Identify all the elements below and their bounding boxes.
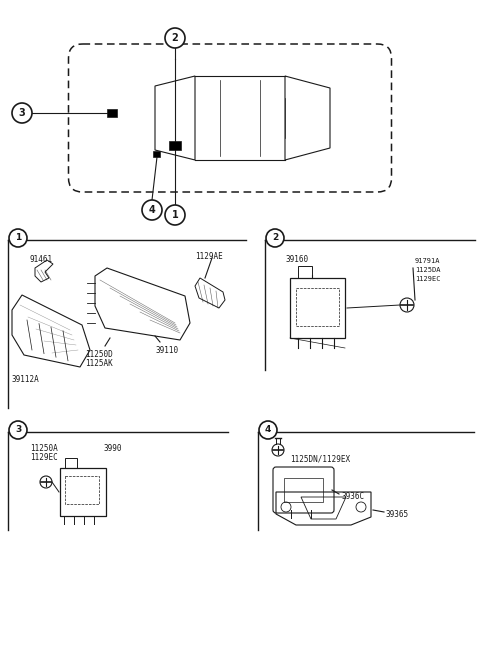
Circle shape: [266, 229, 284, 247]
Bar: [153, 151, 160, 157]
Bar: [284, 478, 323, 502]
Bar: [65, 458, 77, 468]
Text: 39160: 39160: [285, 255, 308, 264]
Bar: [290, 278, 345, 338]
Text: 1: 1: [172, 210, 179, 220]
Text: 4: 4: [265, 426, 271, 434]
Circle shape: [12, 103, 32, 123]
Text: 2: 2: [172, 33, 179, 43]
Circle shape: [259, 421, 277, 439]
Text: 4: 4: [149, 205, 156, 215]
Circle shape: [165, 28, 185, 48]
Text: 3: 3: [15, 426, 21, 434]
Text: 11250A: 11250A: [30, 444, 58, 453]
Circle shape: [9, 229, 27, 247]
Text: 3936C: 3936C: [341, 492, 364, 501]
Circle shape: [142, 200, 162, 220]
Text: 91791A: 91791A: [415, 258, 441, 264]
Text: 11250D: 11250D: [85, 350, 113, 359]
Text: 39112A: 39112A: [12, 375, 40, 384]
Text: 39365: 39365: [386, 510, 409, 519]
Text: 1129EC: 1129EC: [415, 276, 441, 282]
Bar: [65, 476, 99, 504]
Text: 1125DN/1129EX: 1125DN/1129EX: [290, 454, 350, 463]
Text: 1125DA: 1125DA: [415, 267, 441, 273]
Text: 91461: 91461: [30, 255, 53, 264]
Circle shape: [165, 205, 185, 225]
Circle shape: [9, 421, 27, 439]
Text: 1: 1: [15, 233, 21, 242]
Text: 1129AE: 1129AE: [195, 252, 223, 261]
Text: 3990: 3990: [103, 444, 121, 453]
Text: 39110: 39110: [155, 346, 178, 355]
Bar: [60, 468, 106, 516]
Text: 2: 2: [272, 233, 278, 242]
Bar: [169, 141, 181, 150]
Text: 3: 3: [19, 108, 25, 118]
Bar: [296, 288, 339, 326]
Bar: [298, 266, 312, 278]
Bar: [107, 109, 117, 117]
Text: 1125AK: 1125AK: [85, 359, 113, 368]
Text: 1129EC: 1129EC: [30, 453, 58, 462]
